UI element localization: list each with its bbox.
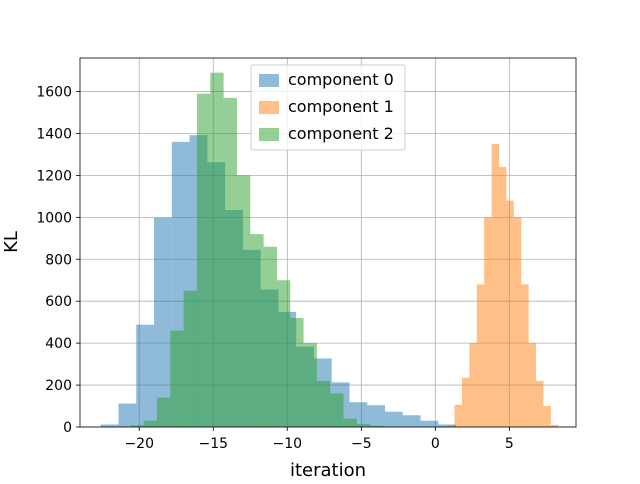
x-tick-label: −15 [198, 436, 228, 452]
histogram-bar [476, 284, 485, 427]
y-tick-label: 0 [63, 420, 72, 436]
histogram-bar [506, 200, 514, 427]
y-tick-label: 800 [45, 252, 72, 268]
histogram-bar [367, 405, 386, 427]
histogram-bar [499, 167, 507, 428]
histogram-bar [447, 424, 455, 427]
y-tick-label: 600 [45, 294, 72, 310]
legend-box [250, 64, 406, 151]
y-tick-label: 1000 [36, 210, 72, 226]
histogram-bar [303, 343, 317, 427]
plot-frame [79, 57, 577, 428]
y-axis: 0 200 400 600 800 1000 1200 1400 1600 [36, 85, 80, 436]
histogram-bar [316, 380, 331, 427]
histogram-bar [343, 418, 357, 427]
legend-swatch [259, 101, 279, 114]
legend-label: component 0 [288, 70, 394, 89]
legend: component 0 component 1 component 2 [250, 64, 406, 151]
y-tick-label: 1600 [36, 85, 72, 101]
histogram-bar [370, 425, 384, 427]
y-tick-label: 400 [45, 336, 72, 352]
legend-swatch [259, 74, 279, 87]
series-2-bars [130, 72, 384, 428]
x-tick-label: −20 [124, 436, 154, 452]
histogram-bar [491, 143, 500, 428]
x-tick-label: 0 [431, 436, 440, 452]
histogram-bar [183, 290, 197, 427]
x-tick-label: −5 [351, 436, 372, 452]
histogram-bar [154, 217, 172, 427]
histogram-bar [210, 72, 224, 427]
histogram-bar [118, 403, 137, 427]
histogram-bar [276, 280, 291, 427]
legend-label: component 2 [288, 124, 394, 143]
histogram-bar [136, 324, 155, 427]
histogram-bar [223, 97, 237, 427]
histogram-bar [461, 377, 470, 427]
histogram-bar [263, 246, 277, 427]
histogram-bar [100, 424, 119, 427]
y-tick-label: 1200 [36, 168, 72, 184]
x-tick-label: 5 [505, 436, 514, 452]
histogram-bar [290, 317, 304, 427]
histogram-bar [156, 397, 171, 427]
histogram-bar [543, 406, 551, 427]
histogram-bar [385, 411, 403, 427]
histogram-bar [236, 175, 251, 427]
histogram-bar [420, 420, 439, 427]
histogram-bar [521, 284, 529, 427]
histogram-bar [550, 424, 559, 427]
y-axis-label: KL [1, 231, 22, 253]
histogram-bar [170, 330, 184, 427]
legend-swatch [259, 128, 279, 141]
y-tick-label: 200 [45, 378, 72, 394]
histogram-bar [130, 425, 144, 427]
histogram-bar [196, 93, 211, 428]
legend-label: component 1 [288, 97, 394, 116]
x-tick-label: −10 [273, 436, 303, 452]
x-axis: −20 −15 −10 −5 0 5 [124, 427, 514, 452]
histogram-bar [484, 217, 492, 427]
histogram-bar [469, 343, 477, 427]
histogram-bar [536, 380, 544, 427]
histogram-bar [143, 420, 157, 427]
histogram-bar [528, 343, 537, 427]
histogram-bar [402, 415, 421, 427]
bars [100, 72, 559, 428]
histogram-bar [356, 424, 371, 427]
x-axis-label: iteration [290, 460, 366, 480]
series-1-bars [447, 143, 559, 428]
histogram-bar [513, 217, 522, 427]
histogram-bar [330, 393, 344, 427]
histogram-bar [454, 404, 462, 427]
y-tick-label: 1400 [36, 126, 72, 142]
histogram-bar [250, 234, 264, 427]
